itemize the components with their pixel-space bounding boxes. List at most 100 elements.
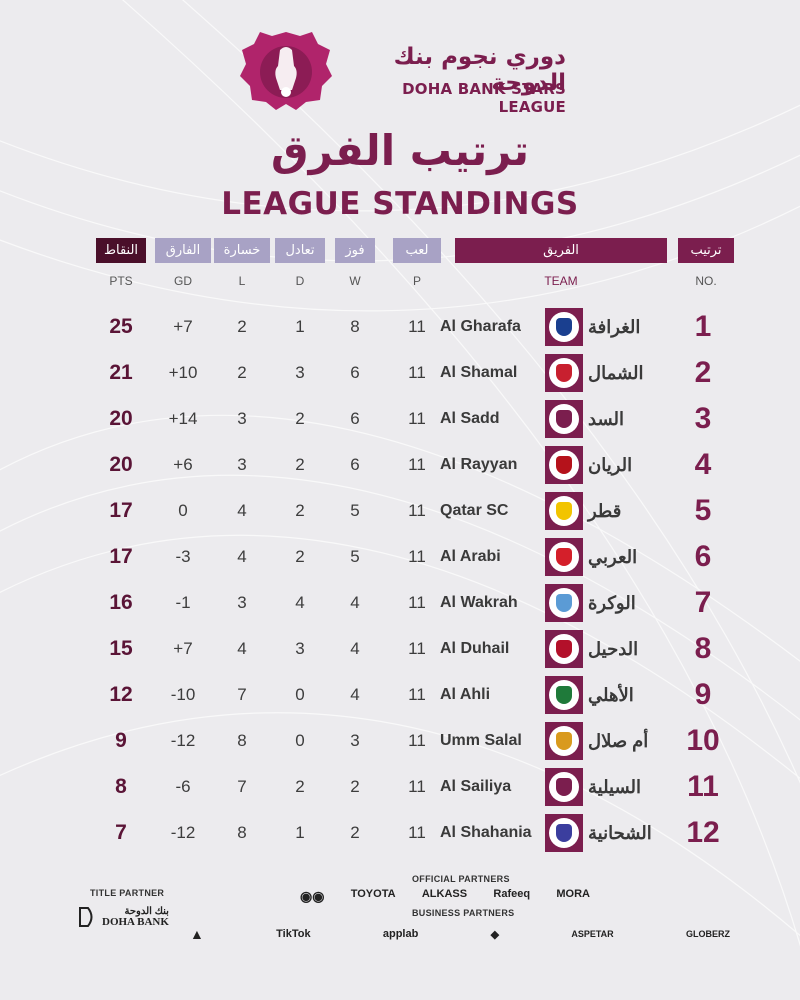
league-badge-icon — [240, 32, 332, 110]
team-goal-difference: -12 — [170, 823, 196, 842]
team-name: Al Sadd — [440, 410, 500, 427]
team-rank: 4 — [694, 448, 712, 481]
team-name-arabic: السيلية — [588, 776, 642, 797]
business-partner-tiktok: TikTok — [276, 928, 311, 940]
business-partner-generic-icon: ◆ — [490, 928, 500, 941]
page-title-arabic: ترتيب الفرق — [271, 126, 529, 175]
team-name: Al Wakrah — [440, 594, 518, 611]
table-row: 25 +7 2 1 8 11 Al Gharafa الغرافة 1 — [0, 304, 800, 350]
team-name-arabic: أم صلال — [588, 730, 649, 751]
header-lost-ar: خسارة — [214, 238, 270, 263]
team-won: 2 — [350, 777, 360, 796]
team-rank: 6 — [694, 540, 712, 573]
team-goal-difference: -12 — [170, 731, 196, 750]
team-played: 11 — [408, 409, 426, 428]
team-name-arabic: الدحيل — [588, 638, 639, 659]
team-won: 4 — [350, 685, 360, 704]
team-lost: 2 — [237, 363, 247, 382]
header-drawn-ar: تعادل — [275, 238, 325, 263]
team-points: 20 — [109, 453, 133, 476]
team-goal-difference: +7 — [173, 639, 193, 658]
header-rank-en: NO. — [695, 274, 717, 288]
team-lost: 4 — [237, 547, 247, 566]
team-won: 6 — [350, 409, 360, 428]
team-lost: 3 — [237, 593, 247, 612]
team-crest-icon — [545, 630, 583, 668]
team-drawn: 2 — [295, 501, 305, 520]
team-drawn: 4 — [295, 593, 305, 612]
team-name: Umm Salal — [440, 732, 522, 749]
table-row: 20 +14 3 2 6 11 Al Sadd السد 3 — [0, 396, 800, 442]
team-won: 2 — [350, 823, 360, 842]
team-name: Al Sailiya — [440, 778, 512, 795]
team-name-arabic: الشمال — [588, 362, 644, 383]
official-partner-toyota: TOYOTA — [350, 888, 396, 900]
team-points: 17 — [109, 545, 133, 568]
team-played: 11 — [408, 639, 426, 658]
team-rank: 1 — [694, 310, 712, 343]
title-partner-label: TITLE PARTNER — [90, 888, 165, 898]
team-crest-icon — [545, 446, 583, 484]
official-partner-icon: ◉◉ — [300, 888, 325, 904]
doha-bank-icon — [79, 907, 93, 927]
header-pts-en: PTS — [109, 274, 133, 288]
team-rank: 2 — [694, 356, 712, 389]
team-name-arabic: قطر — [588, 500, 622, 521]
team-goal-difference: -6 — [175, 777, 191, 796]
team-drawn: 0 — [295, 731, 305, 750]
team-name: Qatar SC — [440, 502, 509, 519]
business-partner-globerz: GLOBERZ — [685, 929, 730, 939]
team-points: 25 — [109, 315, 133, 338]
team-rank: 9 — [694, 678, 712, 711]
team-goal-difference: +14 — [168, 409, 198, 428]
header-team-ar: الفريق — [455, 238, 667, 263]
team-won: 4 — [350, 593, 360, 612]
official-partner-rafeeq: Rafeeq — [493, 888, 531, 900]
table-row: 20 +6 3 2 6 11 Al Rayyan الريان 4 — [0, 442, 800, 488]
team-crest-icon — [545, 400, 583, 438]
team-lost: 3 — [237, 409, 247, 428]
team-points: 20 — [109, 407, 133, 430]
table-row: 12 -10 7 0 4 11 Al Ahli الأهلي 9 — [0, 672, 800, 718]
team-rank: 10 — [686, 724, 720, 757]
team-played: 11 — [408, 731, 426, 750]
table-row: 7 -12 8 1 2 11 Al Shahania الشحانية 12 — [0, 810, 800, 856]
team-drawn: 3 — [295, 639, 305, 658]
team-drawn: 2 — [295, 409, 305, 428]
table-row: 16 -1 3 4 4 11 Al Wakrah الوكرة 7 — [0, 580, 800, 626]
team-goal-difference: -10 — [170, 685, 196, 704]
team-points: 7 — [115, 821, 127, 844]
team-played: 11 — [408, 455, 426, 474]
team-name-arabic: العربي — [588, 546, 638, 567]
team-crest-icon — [545, 768, 583, 806]
team-goal-difference: +10 — [168, 363, 198, 382]
table-row: 21 +10 2 3 6 11 Al Shamal الشمال 2 — [0, 350, 800, 396]
team-name-arabic: الأهلي — [588, 684, 634, 705]
official-partner-mora: MORA — [556, 888, 590, 900]
team-name: Al Rayyan — [440, 456, 518, 473]
header-gd-ar: الفارق — [155, 238, 211, 263]
team-name: Al Duhail — [440, 640, 510, 657]
team-points: 15 — [109, 637, 133, 660]
team-rank: 11 — [687, 770, 719, 803]
header-team-en: TEAM — [544, 274, 578, 288]
team-rank: 8 — [694, 632, 712, 665]
official-partners-label: OFFICIAL PARTNERS — [412, 874, 510, 884]
team-crest-icon — [545, 308, 583, 346]
team-points: 8 — [115, 775, 127, 798]
team-name: Al Gharafa — [440, 318, 521, 335]
team-lost: 4 — [237, 501, 247, 520]
header-won-en: W — [349, 274, 361, 288]
header-pts-ar: النقاط — [96, 238, 146, 263]
team-crest-icon — [545, 722, 583, 760]
team-lost: 2 — [237, 317, 247, 336]
table-row: 17 0 4 2 5 11 Qatar SC قطر 5 — [0, 488, 800, 534]
sponsors-footer: TITLE PARTNER بنك الدوحة DOHA BANK OFFIC… — [0, 870, 800, 1000]
team-goal-difference: 0 — [178, 501, 188, 520]
team-name: Al Shamal — [440, 364, 518, 381]
header-won-ar: فوز — [335, 238, 375, 263]
team-won: 8 — [350, 317, 360, 336]
team-name: Al Shahania — [440, 824, 532, 841]
business-partner-adidas-icon: ▲ — [190, 926, 204, 942]
title-partner-logo: بنك الدوحة DOHA BANK — [78, 906, 169, 928]
